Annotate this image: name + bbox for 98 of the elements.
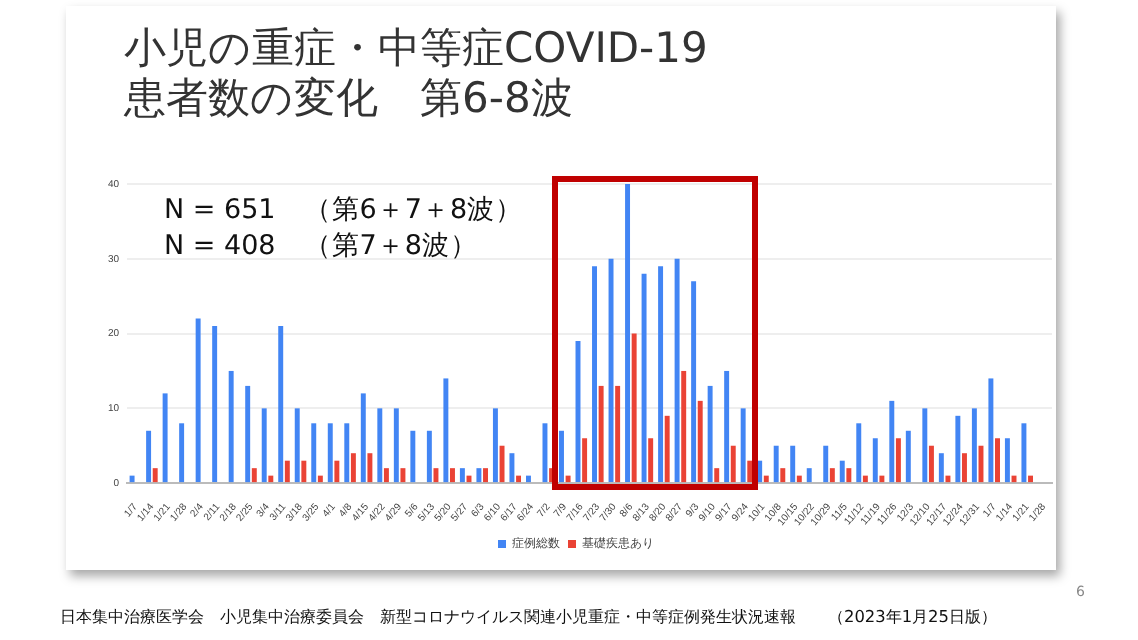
- bar: [658, 266, 664, 483]
- bar: [565, 475, 571, 483]
- bar: [625, 184, 631, 483]
- bar: [856, 423, 862, 483]
- bar: [152, 468, 158, 483]
- bar: [301, 460, 307, 483]
- bar: [542, 423, 548, 483]
- bar: [641, 273, 647, 483]
- bar: [631, 333, 637, 483]
- bar: [426, 430, 432, 483]
- annotation: N = 408 （第7＋8波）: [164, 228, 478, 264]
- bar: [559, 430, 564, 483]
- bar: [509, 453, 515, 483]
- bar: [261, 408, 267, 483]
- bar: [846, 468, 852, 483]
- bar: [988, 378, 994, 483]
- bar: [961, 453, 967, 483]
- bar: [730, 445, 736, 483]
- bar: [327, 423, 333, 483]
- bar: [443, 378, 449, 483]
- bar: [1004, 438, 1010, 483]
- bar: [648, 438, 654, 483]
- bar: [796, 475, 802, 483]
- bar: [228, 370, 234, 483]
- bar: [179, 423, 185, 483]
- bar: [278, 326, 284, 483]
- bar: [740, 408, 746, 483]
- bar: [1021, 423, 1027, 483]
- bar: [598, 385, 604, 483]
- bar: [995, 438, 1000, 483]
- bar: [945, 475, 951, 483]
- bar: [344, 423, 350, 483]
- bar: [393, 408, 399, 483]
- bar: [674, 258, 680, 483]
- bar: [780, 468, 786, 483]
- bar: [905, 430, 911, 483]
- bar: [615, 385, 621, 483]
- bar: [872, 438, 878, 483]
- bar: [681, 370, 687, 483]
- bar: [433, 468, 439, 483]
- bar: [162, 393, 168, 483]
- bar: [879, 475, 885, 483]
- bar: [525, 475, 531, 483]
- bar: [516, 475, 522, 483]
- bar: [1028, 475, 1034, 483]
- bar: [955, 415, 961, 483]
- bar: [129, 475, 135, 483]
- bar: [971, 408, 977, 483]
- bar: [763, 475, 769, 483]
- bar: [195, 318, 201, 483]
- bar: [476, 468, 482, 483]
- bar: [410, 430, 416, 483]
- bar: [592, 266, 597, 483]
- bar: [691, 281, 697, 483]
- bar: [367, 453, 373, 483]
- bar: [400, 468, 406, 483]
- bar: [212, 326, 218, 483]
- bar: [806, 468, 812, 483]
- bar: [608, 258, 614, 483]
- bar: [317, 475, 323, 483]
- bar: [862, 475, 868, 483]
- chart-title: 小児の重症・中等症COVID-19 患者数の変化 第6-8波: [124, 24, 708, 124]
- bar: [895, 438, 901, 483]
- bar: [311, 423, 317, 483]
- bar: [790, 445, 796, 483]
- bar: [724, 370, 730, 483]
- bar: [483, 468, 488, 483]
- bar: [664, 415, 670, 483]
- bar: [492, 408, 498, 483]
- bar: [459, 468, 465, 483]
- bar: [829, 468, 835, 483]
- bar: [350, 453, 356, 483]
- bar: [360, 393, 366, 483]
- bar: [268, 475, 274, 483]
- bar: [823, 445, 829, 483]
- bar: [697, 400, 703, 483]
- bar: [146, 430, 152, 483]
- bar: [377, 408, 383, 483]
- bar: [450, 468, 455, 483]
- bar: [383, 468, 389, 483]
- bar: [747, 460, 753, 483]
- bar: [889, 400, 895, 483]
- bar: [251, 468, 257, 483]
- bar: [294, 408, 300, 483]
- bar: [245, 385, 251, 483]
- bar: [334, 460, 340, 483]
- bar: [839, 460, 845, 483]
- text: 日本集中治療医学会 小児集中治療委員会 新型コロナウイルス関連小児重症・中等症例発生状況速報 （2023年1月25日版）: [60, 606, 997, 628]
- bar: [922, 408, 928, 483]
- annotation: N = 651 （第6＋7＋8波）: [164, 192, 524, 228]
- bar: [707, 385, 713, 483]
- bar: [714, 468, 720, 483]
- bar: [582, 438, 588, 483]
- bar: [928, 445, 934, 483]
- bar: [499, 445, 505, 483]
- bar: [938, 453, 944, 483]
- bar: [773, 445, 779, 483]
- bar: [284, 460, 290, 483]
